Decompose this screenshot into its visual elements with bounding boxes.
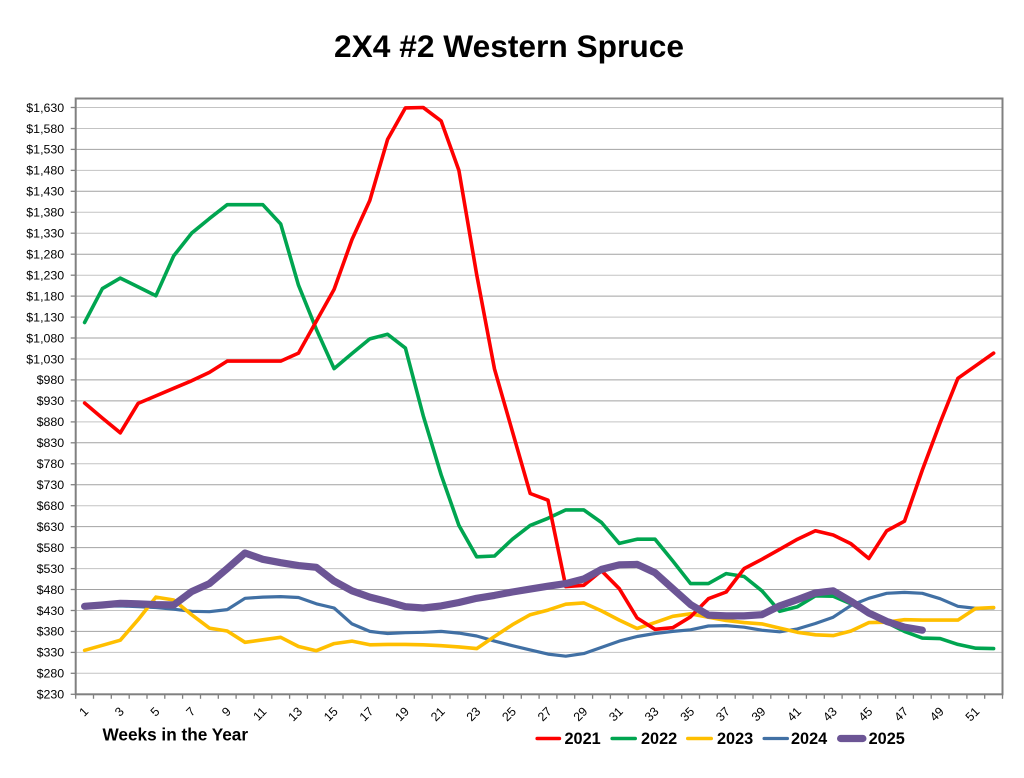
svg-text:$1,080: $1,080 [26, 331, 64, 345]
svg-text:$980: $980 [37, 373, 65, 387]
svg-text:$1,030: $1,030 [26, 352, 64, 366]
svg-text:$280: $280 [37, 667, 65, 681]
svg-text:$330: $330 [37, 646, 65, 660]
svg-text:$1,480: $1,480 [26, 164, 64, 178]
svg-text:$1,280: $1,280 [26, 248, 64, 262]
svg-text:$930: $930 [37, 394, 65, 408]
svg-text:$530: $530 [37, 562, 65, 576]
svg-text:$1,430: $1,430 [26, 185, 64, 199]
svg-text:$880: $880 [37, 415, 65, 429]
svg-text:2022: 2022 [641, 730, 677, 748]
svg-text:2021: 2021 [565, 730, 601, 748]
svg-text:$1,530: $1,530 [26, 143, 64, 157]
svg-text:$1,380: $1,380 [26, 206, 64, 220]
svg-text:$830: $830 [37, 436, 65, 450]
svg-text:$430: $430 [37, 604, 65, 618]
svg-text:2024: 2024 [791, 730, 827, 748]
svg-text:$630: $630 [37, 520, 65, 534]
svg-text:$230: $230 [37, 688, 65, 702]
svg-text:2025: 2025 [869, 730, 905, 748]
svg-text:$580: $580 [37, 541, 65, 555]
svg-text:$730: $730 [37, 478, 65, 492]
svg-text:$1,180: $1,180 [26, 289, 64, 303]
svg-text:2X4 #2 Western Spruce: 2X4 #2 Western Spruce [334, 28, 684, 64]
svg-text:2023: 2023 [717, 730, 753, 748]
svg-text:$480: $480 [37, 583, 65, 597]
svg-text:$380: $380 [37, 625, 65, 639]
svg-text:$1,580: $1,580 [26, 122, 64, 136]
svg-text:$780: $780 [37, 457, 65, 471]
svg-text:$680: $680 [37, 499, 65, 513]
svg-text:$1,330: $1,330 [26, 227, 64, 241]
svg-text:$1,130: $1,130 [26, 310, 64, 324]
svg-text:Weeks in the Year: Weeks in the Year [103, 725, 249, 745]
svg-text:$1,630: $1,630 [26, 101, 64, 115]
svg-text:$1,230: $1,230 [26, 269, 64, 283]
